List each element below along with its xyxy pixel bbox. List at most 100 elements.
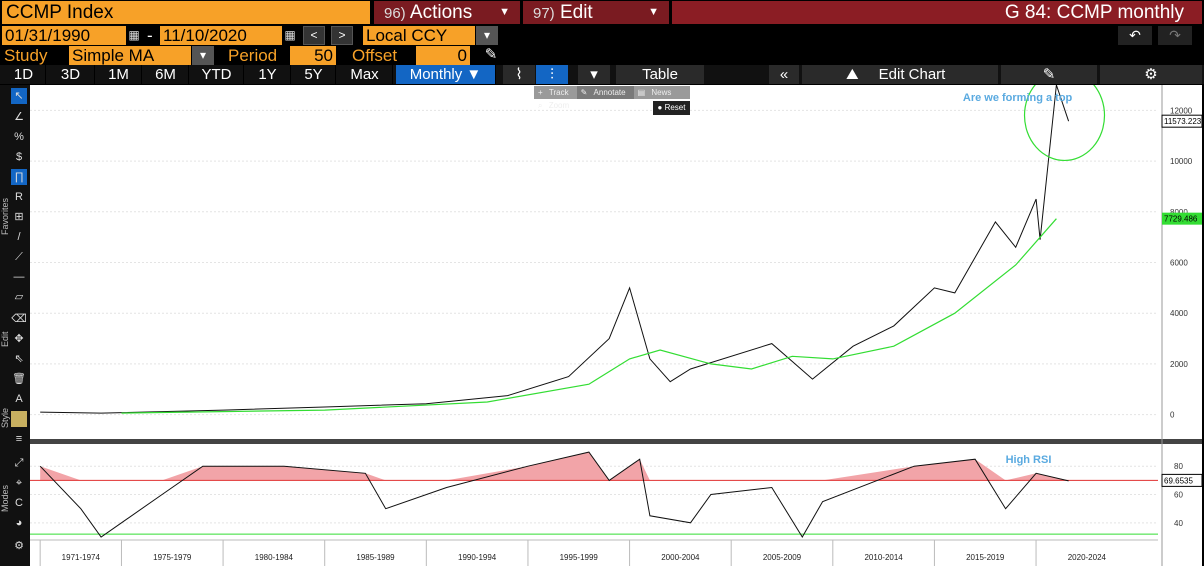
actions-menu[interactable]: 96) Actions ▼: [374, 1, 520, 24]
edit-chart-button[interactable]: ⛰ Edit Chart: [802, 65, 998, 84]
left-toolbar: ↖ ∠ % $ ∏ R ⊞ / ⟋ — ▱ ⌫ ✥ ⇖ 🗑 A ≡ ⤢ ⌖ C …: [0, 85, 30, 566]
end-date-input[interactable]: 11/10/2020: [160, 26, 282, 45]
rsi-tick-label: 60: [1174, 491, 1183, 500]
chevron-down-icon[interactable]: ▾: [476, 26, 498, 45]
pencil-icon[interactable]: ✎: [484, 46, 498, 63]
gear-icon[interactable]: ⚙: [1100, 65, 1202, 84]
bars-icon[interactable]: ∏: [11, 169, 27, 185]
select-icon[interactable]: ⇖: [14, 353, 24, 365]
ruler-icon[interactable]: R: [15, 191, 23, 203]
color-swatch-icon[interactable]: [11, 411, 27, 427]
eraser-icon[interactable]: ⌫: [11, 313, 27, 325]
ma-value-label: 7729.486: [1164, 215, 1198, 224]
annotate-tool[interactable]: ✎ Annotate: [576, 86, 634, 99]
ma-value-tag: [1162, 212, 1202, 225]
dollar-icon[interactable]: $: [15, 151, 23, 163]
c-logo-icon[interactable]: C: [15, 497, 23, 509]
chart-area[interactable]: 1971-1974 1975-1979 1980-1984 1985-1989 1990…: [30, 85, 1202, 566]
percent-icon[interactable]: %: [14, 131, 24, 143]
x-tick-label: 2015-2019: [966, 553, 1005, 562]
table-button[interactable]: Table: [616, 65, 704, 84]
annotate-tool-icon[interactable]: ✎: [1001, 65, 1097, 84]
range-1y[interactable]: 1Y: [245, 65, 291, 84]
line-weight-icon[interactable]: ≡: [15, 433, 23, 445]
edit-label: Edit: [559, 2, 593, 23]
price-line: [40, 85, 1070, 414]
start-date-input[interactable]: 01/31/1990: [2, 26, 126, 45]
top-circle: [1023, 85, 1106, 162]
date-dash: -: [147, 26, 153, 45]
font-icon[interactable]: A: [15, 393, 23, 405]
graph-title: G 84: CCMP monthly: [672, 1, 1202, 24]
y-tick-label: 8000: [1170, 208, 1188, 217]
calendar-icon[interactable]: ▦: [128, 28, 140, 42]
range-3d[interactable]: 3D: [47, 65, 95, 84]
x-tick-label: 2020-2024: [1068, 553, 1107, 562]
chart-icon: ⛰: [846, 66, 859, 83]
ticker-field[interactable]: CCMP Index: [2, 1, 370, 24]
channel-icon[interactable]: ▱: [14, 291, 24, 303]
range-max[interactable]: Max: [337, 65, 393, 84]
rsi-value-tag: [1161, 473, 1202, 487]
zoom-tool[interactable]: ⌕ Zoom: [538, 101, 570, 110]
news-tool[interactable]: ▤ News: [637, 88, 672, 97]
ohlc-chart-icon[interactable]: ⫶: [536, 65, 568, 84]
reset-icon: ●: [657, 103, 663, 112]
y-tick-label: 10000: [1170, 157, 1193, 166]
calendar-icon[interactable]: ▦: [284, 28, 296, 42]
frequency-select[interactable]: Monthly ▼: [396, 65, 496, 84]
last-value-tag: [1161, 114, 1202, 128]
edit-number: 97): [533, 5, 555, 22]
y-tick-label: 6000: [1170, 259, 1188, 268]
undo-icon[interactable]: ↶: [1118, 26, 1152, 45]
range-1d[interactable]: 1D: [2, 65, 46, 84]
edit-section-label: Edit: [0, 331, 10, 347]
chart-canvas[interactable]: 1971-1974 1975-1979 1980-1984 1985-1989 1990…: [30, 85, 1202, 566]
x-tick-label: 1980-1984: [255, 553, 294, 562]
chevron-down-icon[interactable]: ▾: [192, 46, 214, 65]
x-tick-label: 1975-1979: [153, 553, 192, 562]
x-tick-label: 1990-1994: [458, 553, 497, 562]
ray-icon[interactable]: ⟋: [15, 251, 23, 263]
line-tool-icon[interactable]: /: [17, 231, 21, 243]
hline-icon[interactable]: —: [13, 271, 25, 283]
favorites-label: Favorites: [0, 197, 10, 235]
fib-icon[interactable]: ⊞: [14, 211, 24, 223]
range-ytd[interactable]: YTD: [190, 65, 244, 84]
style-label: Style: [0, 407, 10, 428]
y-tick-label: 0: [1170, 411, 1175, 420]
reset-button[interactable]: ● Reset: [653, 101, 690, 115]
study-select[interactable]: Simple MA: [69, 46, 191, 65]
gear-icon[interactable]: ⚙: [14, 540, 24, 552]
crosshair-icon[interactable]: ⌖: [15, 477, 23, 489]
range-1m[interactable]: 1M: [96, 65, 142, 84]
range-5y[interactable]: 5Y: [292, 65, 336, 84]
offset-label: Offset: [352, 46, 398, 65]
actions-number: 96): [384, 5, 406, 22]
next-period-button[interactable]: >: [331, 26, 353, 45]
chevron-down-icon: ▼: [648, 6, 659, 18]
move-icon[interactable]: ✥: [14, 333, 24, 345]
collapse-icon[interactable]: «: [769, 65, 799, 84]
trendline-icon[interactable]: ∠: [14, 111, 24, 123]
prev-period-button[interactable]: <: [303, 26, 325, 45]
crosshair-mode-icon[interactable]: ⤢: [14, 457, 24, 469]
chevron-down-icon[interactable]: ▾: [578, 65, 610, 84]
track-tool[interactable]: + Track: [538, 88, 569, 97]
period-input[interactable]: 50: [290, 46, 336, 65]
cursor-icon[interactable]: ↖: [11, 88, 27, 104]
modes-label: Modes: [0, 484, 10, 512]
trash-icon[interactable]: 🗑: [12, 373, 26, 385]
palette-icon[interactable]: ◕: [15, 517, 23, 529]
rsi-overbought-fill: [40, 452, 1069, 481]
chart-tools-popup: + Track ✎ Annotate ▤ News ⌕ Zoom: [534, 86, 690, 110]
x-tick-label: 2005-2009: [763, 553, 802, 562]
rsi-value-label: 69.6535: [1164, 476, 1193, 485]
redo-icon[interactable]: ↷: [1158, 26, 1192, 45]
line-chart-icon[interactable]: ⌇: [503, 65, 535, 84]
study-label: Study: [4, 46, 48, 65]
offset-input[interactable]: 0: [416, 46, 470, 65]
edit-menu[interactable]: 97) Edit ▼: [523, 1, 669, 24]
range-6m[interactable]: 6M: [143, 65, 189, 84]
currency-select[interactable]: Local CCY: [363, 26, 475, 45]
